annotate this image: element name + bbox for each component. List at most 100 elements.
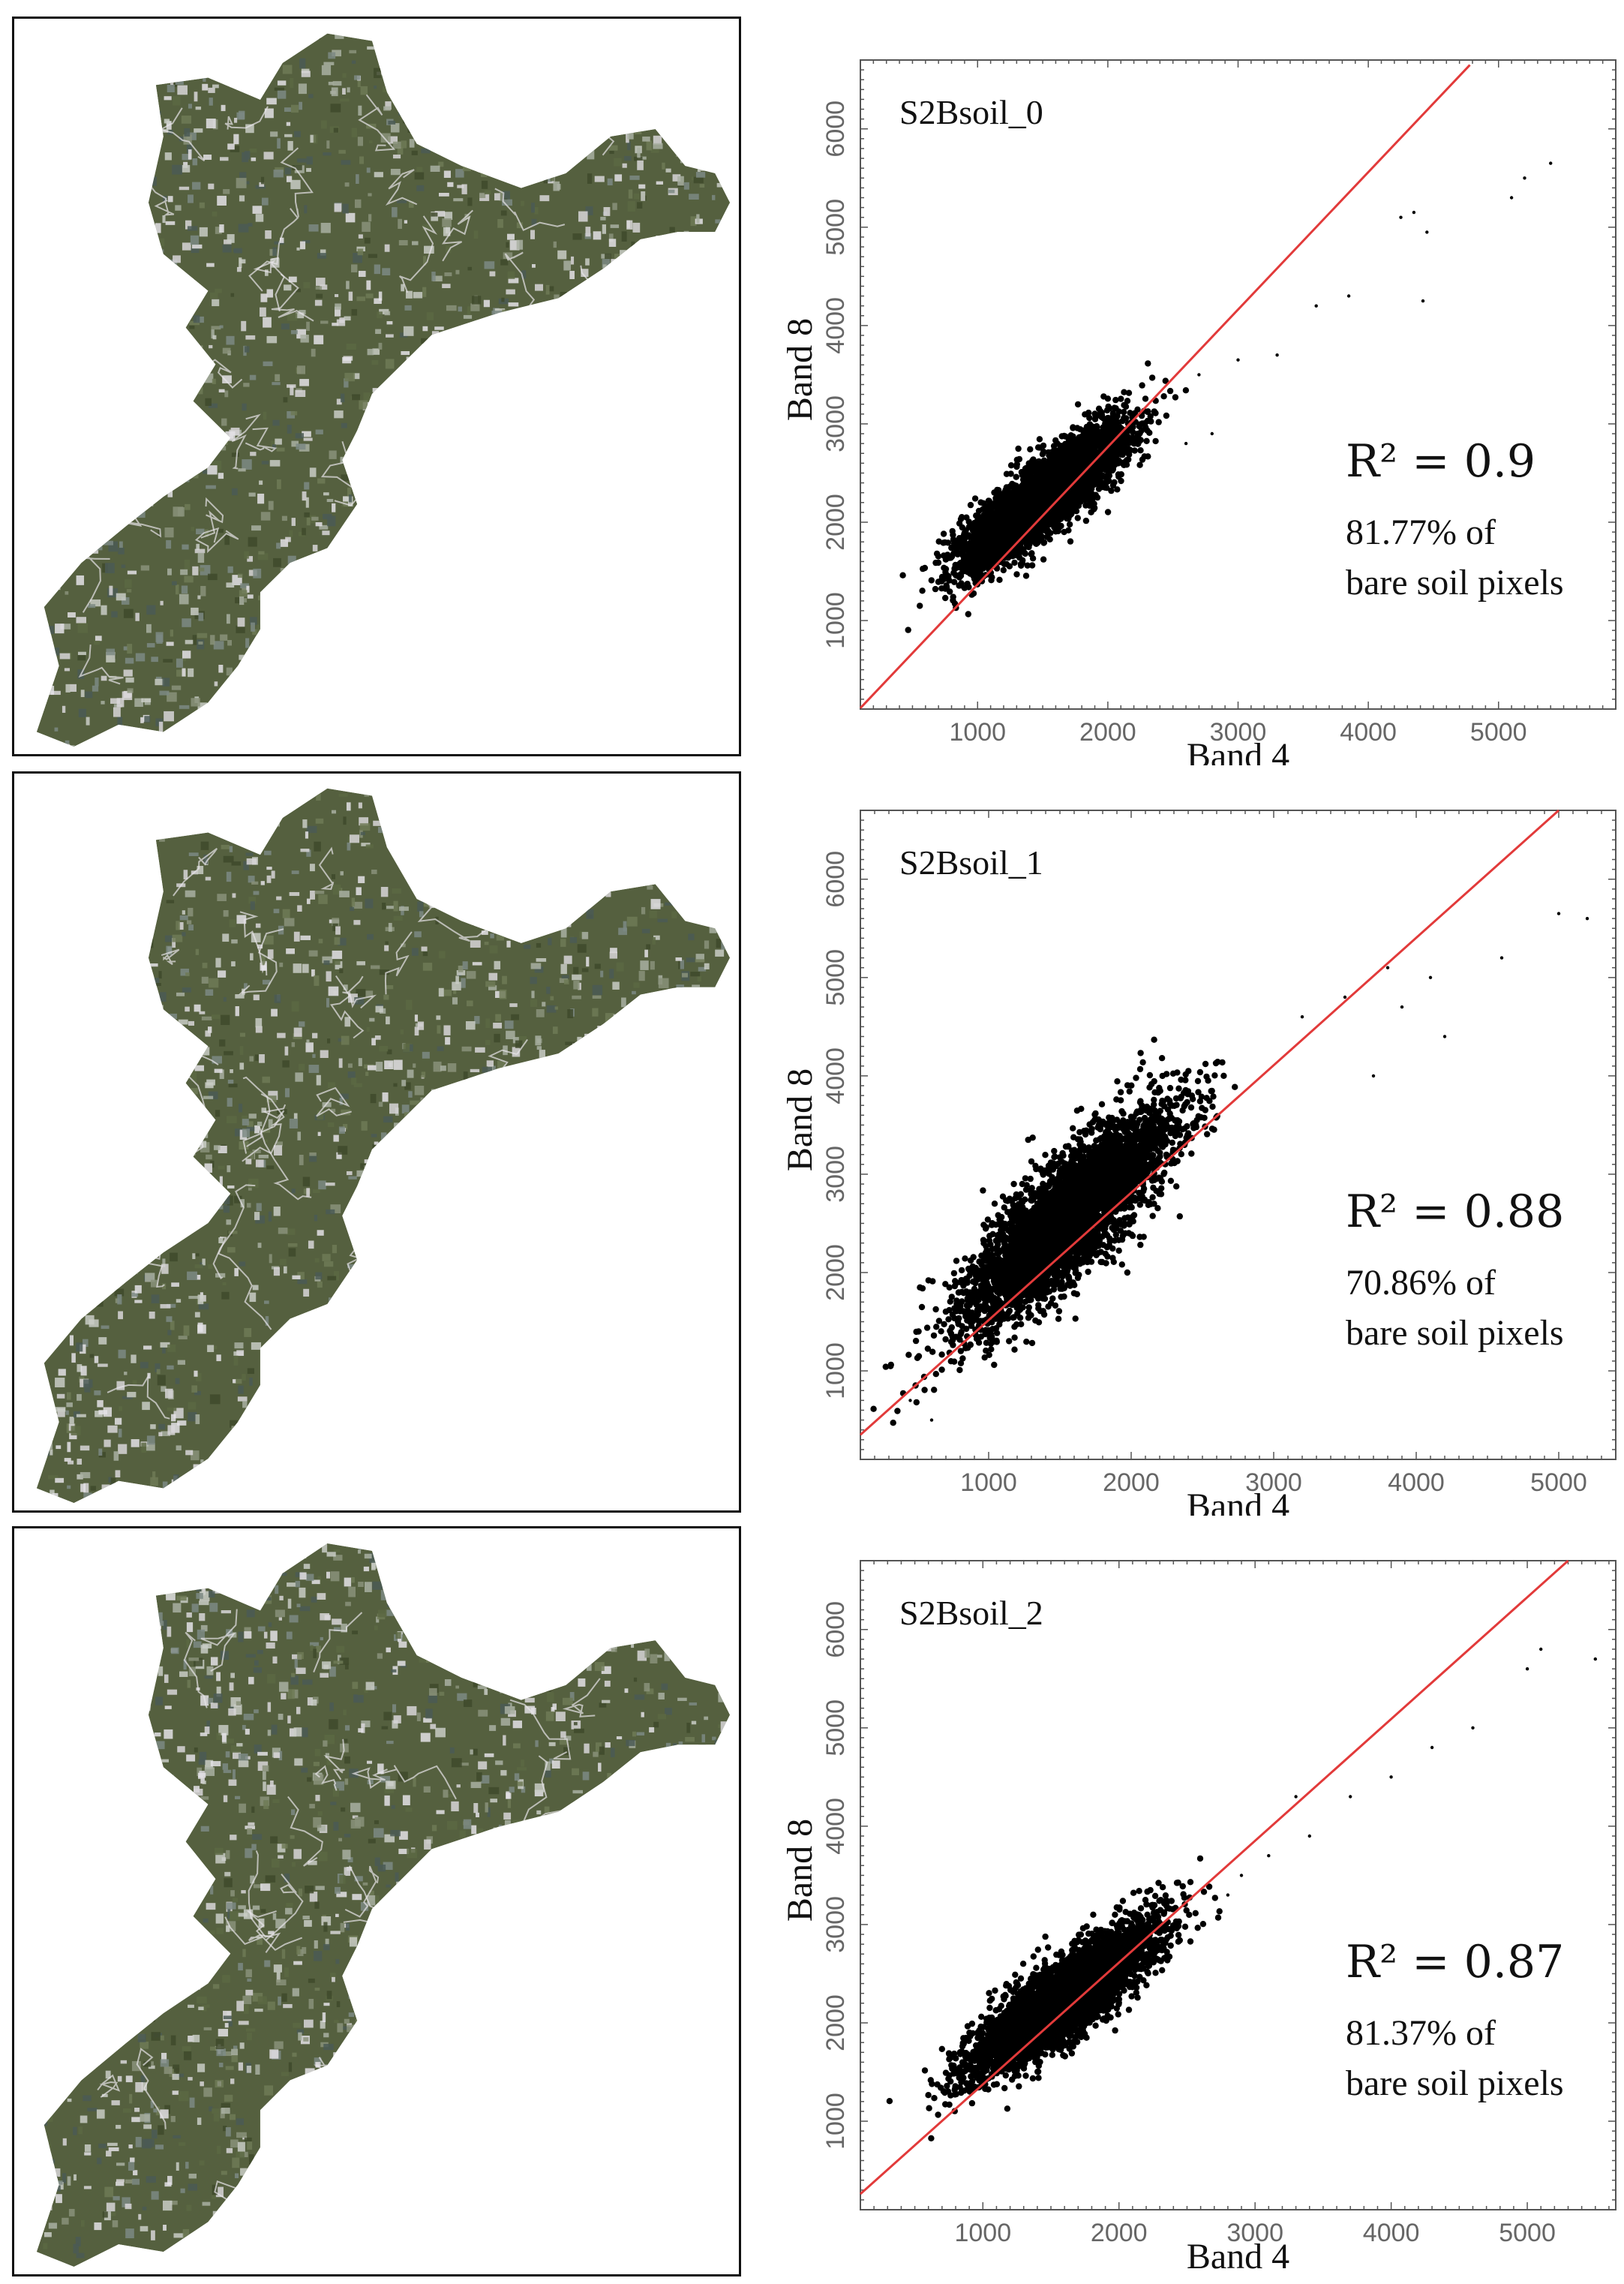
scatter-point [1036, 436, 1043, 443]
scatter-point [1004, 498, 1011, 505]
scatter-point [1007, 462, 1015, 469]
scatter-point [1083, 431, 1090, 437]
satellite-map-panel-2 [12, 771, 741, 1513]
scatter-point [998, 536, 1005, 543]
scatter-point [1006, 563, 1013, 569]
scatter-point [940, 530, 947, 537]
scatter-point [1122, 403, 1130, 410]
y-tick-label: 4000 [821, 297, 850, 354]
scatter-point [1019, 488, 1026, 495]
scatter-point [1029, 485, 1037, 492]
scatter-point [991, 489, 998, 496]
scatter-point [1124, 433, 1131, 440]
scatter-point [1015, 521, 1022, 528]
scatter-point [1134, 440, 1142, 447]
scatter-point [953, 1258, 960, 1264]
scatter-point [1118, 451, 1124, 458]
x-tick-label: 5000 [1530, 1468, 1587, 1497]
scatter-point [1062, 494, 1070, 501]
scatter-point [1071, 443, 1079, 450]
scatter-point [1072, 467, 1079, 474]
scatter-point [1070, 435, 1077, 443]
scatter-point [1028, 494, 1034, 501]
scatter-point [950, 550, 957, 557]
scatter-point [1034, 481, 1042, 488]
scatter-point [1013, 463, 1020, 470]
scatter-point [1088, 440, 1096, 446]
satellite-map-panel-1 [12, 17, 741, 756]
scatter-point [1041, 461, 1049, 467]
scatter-point [1027, 446, 1034, 452]
scatter-point [1061, 456, 1068, 463]
scatter-point [1000, 566, 1007, 574]
scatter-point [1144, 408, 1151, 416]
scatter-point [1006, 490, 1013, 497]
scatter-point [1098, 413, 1105, 421]
scatter-point [1046, 536, 1053, 542]
scatter-point [1054, 477, 1061, 484]
scatter-point [1039, 451, 1046, 458]
plot-frame-1 [860, 59, 1616, 710]
scatter-point [921, 564, 929, 572]
y-tick-label: 2000 [821, 494, 850, 551]
scatter-point [967, 570, 974, 577]
scatter-point [1022, 472, 1028, 479]
scatter-point [1057, 443, 1064, 449]
scatter-point [1117, 425, 1124, 432]
scatter-point [1107, 419, 1114, 426]
scatter-point [1162, 377, 1169, 384]
scatter-point [1077, 443, 1085, 450]
scatter-point [959, 1355, 966, 1362]
scatter-point [1054, 509, 1061, 517]
scatter-point [932, 585, 939, 593]
scatter-point-outlier [1275, 353, 1279, 357]
scatter-point [1046, 452, 1052, 458]
scatter-point [1082, 452, 1090, 459]
scatter-point [1142, 395, 1149, 402]
scatter-point [1148, 374, 1156, 381]
scatter-point [1118, 395, 1124, 402]
scatter-point-outlier [1210, 431, 1214, 436]
scatter-point [996, 576, 1003, 583]
scatter-point [1134, 430, 1141, 437]
x-tick-label: 2000 [1079, 718, 1136, 747]
scatter-point [982, 505, 989, 512]
scatter-point [1085, 409, 1092, 416]
scatter-point [1065, 527, 1072, 533]
scatter-point [1114, 419, 1121, 425]
scatter-point [1121, 439, 1127, 446]
scatter-point [1016, 455, 1023, 463]
scatter-point [1065, 515, 1072, 522]
scatter-point [1034, 444, 1042, 451]
scatter-point [983, 554, 990, 562]
scatter-point [989, 574, 995, 581]
minor-ticks-1 [860, 59, 1616, 710]
scatter-point [977, 517, 984, 524]
scatter-point [1054, 514, 1061, 521]
scatter-point [1062, 433, 1069, 440]
scatter-point [979, 541, 986, 548]
scatter-point [983, 516, 989, 523]
scatter-point [1091, 416, 1099, 422]
scatter-point [1134, 406, 1141, 413]
scatter-point-outlier [1399, 215, 1403, 219]
scatter-point [942, 585, 949, 592]
scatter-point [1115, 473, 1122, 480]
scatter-point [958, 536, 965, 543]
map-image-3 [36, 1543, 731, 2267]
scatter-point [1052, 437, 1059, 444]
scatter-point [1144, 427, 1151, 434]
scatter-point [1049, 458, 1056, 466]
x-tick-label: 1000 [960, 1468, 1017, 1497]
scatter-point [1155, 419, 1162, 425]
scatter-point [995, 496, 1003, 503]
scatter-point [1047, 499, 1054, 506]
scatter-point [917, 603, 923, 609]
scatter-point [1067, 506, 1073, 514]
scatter-point [1129, 428, 1136, 436]
scatter-point [1024, 562, 1031, 569]
scatter-point [1074, 401, 1082, 408]
scatter-point [970, 590, 977, 597]
scatter-point [1003, 484, 1010, 491]
scatter-point [1015, 529, 1022, 536]
